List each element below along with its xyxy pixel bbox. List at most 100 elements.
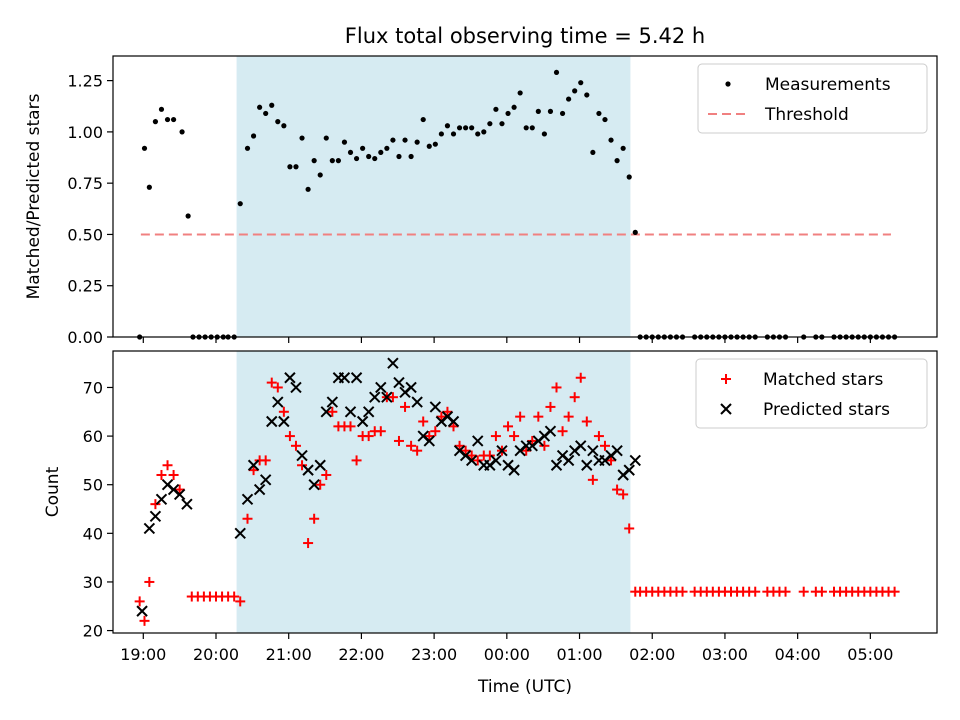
- measurement-point: [493, 106, 499, 112]
- x-axis-time: 19:00 20:00 21:00 22:00 23:00 00:00 01:00 02:00…: [120, 633, 893, 664]
- measurement-point: [475, 131, 481, 137]
- legend-count: Matched stars Predicted stars: [695, 358, 928, 429]
- measurement-point: [164, 116, 171, 123]
- matched-star-point: [599, 440, 610, 451]
- predicted-star-point: [344, 406, 357, 418]
- matched-star-point: [612, 484, 623, 495]
- measurement-point: [311, 158, 317, 164]
- matched-star-point: [509, 431, 520, 442]
- matched-star-point: [168, 469, 179, 480]
- predicted-star-point: [234, 527, 246, 540]
- matched-star-point: [315, 479, 326, 490]
- predicted-star-point: [472, 435, 484, 447]
- matched-star-point: [321, 469, 332, 480]
- predicted-star-point: [350, 372, 363, 384]
- measurement-point: [559, 110, 566, 117]
- matched-star-point: [490, 431, 501, 442]
- legend-symbol-predicted: [720, 403, 732, 415]
- matched-star-point: [351, 455, 362, 466]
- x-tick-label: 02:00: [629, 645, 675, 664]
- predicted-star-point: [308, 478, 320, 491]
- measurement-point: [517, 90, 523, 96]
- matched-star-point: [624, 523, 635, 534]
- predicted-star-point: [241, 493, 254, 506]
- measurement-point: [584, 92, 590, 98]
- legend-plus-marker: [721, 374, 731, 384]
- measurement-point: [547, 108, 554, 114]
- matched-star-point: [889, 586, 900, 597]
- plot-frame-ratio: [112, 55, 938, 338]
- matched-star-point: [593, 431, 604, 442]
- matched-star-point: [581, 416, 592, 427]
- predicted-star-point: [629, 454, 641, 467]
- legend-box: [697, 63, 928, 134]
- legend-box: [695, 358, 928, 429]
- measurement-point: [444, 123, 451, 129]
- measurement-point: [281, 123, 287, 129]
- matched-star-point: [618, 489, 629, 500]
- measurement-point: [505, 110, 511, 117]
- measurement-point: [553, 69, 560, 76]
- matched-star-point: [303, 538, 314, 549]
- predicted-star-point: [405, 381, 417, 394]
- predicted-star-point: [356, 415, 369, 428]
- measurement-point: [360, 145, 366, 151]
- measurement-point: [185, 213, 191, 219]
- matched-star-point: [327, 406, 338, 417]
- measurement-point: [529, 125, 535, 131]
- predicted-star-point: [423, 435, 435, 447]
- measurement-point: [499, 121, 505, 127]
- predicted-star-point: [381, 391, 393, 403]
- matched-star-point: [472, 455, 483, 466]
- y-axis-label-ratio: Matched/Predicted stars: [24, 93, 44, 299]
- y-tick-label: 1.25: [67, 72, 103, 91]
- measurement-point: [293, 164, 299, 170]
- legend-cross-marker: [720, 403, 732, 415]
- chart-title: Flux total observing time = 5.42 h: [345, 24, 705, 48]
- matched-star-point: [412, 445, 423, 456]
- matched-star-point: [290, 440, 301, 451]
- y-tick-label: 20: [83, 622, 103, 641]
- measurement-point: [426, 143, 432, 149]
- measurement-point: [146, 184, 152, 190]
- x-tick-label: 22:00: [338, 645, 384, 664]
- predicted-star-point: [429, 401, 442, 413]
- legend-label-measurements: Measurements: [765, 75, 891, 95]
- predicted-star-point: [575, 440, 587, 452]
- matched-star-point: [297, 460, 308, 471]
- measurement-point: [170, 116, 177, 123]
- predicted-star-point: [314, 459, 326, 471]
- y-tick-label: 70: [83, 378, 103, 397]
- measurement-point: [372, 155, 378, 162]
- measurement-point: [469, 125, 475, 131]
- plot-frame-count: [112, 350, 938, 634]
- x-axis-label: Time (UTC): [477, 677, 572, 697]
- matched-star-point: [442, 406, 453, 417]
- matched-star-point: [144, 576, 155, 587]
- x-tick-label: 23:00: [411, 645, 457, 664]
- matched-star-point: [484, 450, 495, 461]
- predicted-star-point: [173, 488, 186, 501]
- x-tick-label: 00:00: [484, 645, 530, 664]
- predicted-star-point: [149, 510, 162, 523]
- measurement-point: [275, 119, 281, 125]
- predicted-star-point: [136, 605, 148, 617]
- measurement-point: [456, 125, 463, 131]
- measurement-point: [341, 139, 348, 145]
- predicted-star-point: [587, 444, 599, 457]
- predicted-star-point: [562, 454, 575, 467]
- predicted-star-point: [296, 449, 308, 462]
- matched-star-point: [587, 474, 598, 485]
- predicted-star-point: [143, 522, 156, 535]
- matched-star-point: [284, 431, 295, 442]
- x-tick-label: 01:00: [556, 645, 602, 664]
- y-tick-label: 0.25: [67, 277, 103, 296]
- predicted-star-point: [302, 464, 314, 476]
- matched-star-point: [575, 372, 586, 383]
- y-tick-label: 60: [83, 427, 103, 446]
- matched-star-point: [466, 450, 477, 461]
- measurement-point: [626, 174, 632, 180]
- matched-star-point: [272, 382, 283, 393]
- matched-star-point: [454, 440, 465, 451]
